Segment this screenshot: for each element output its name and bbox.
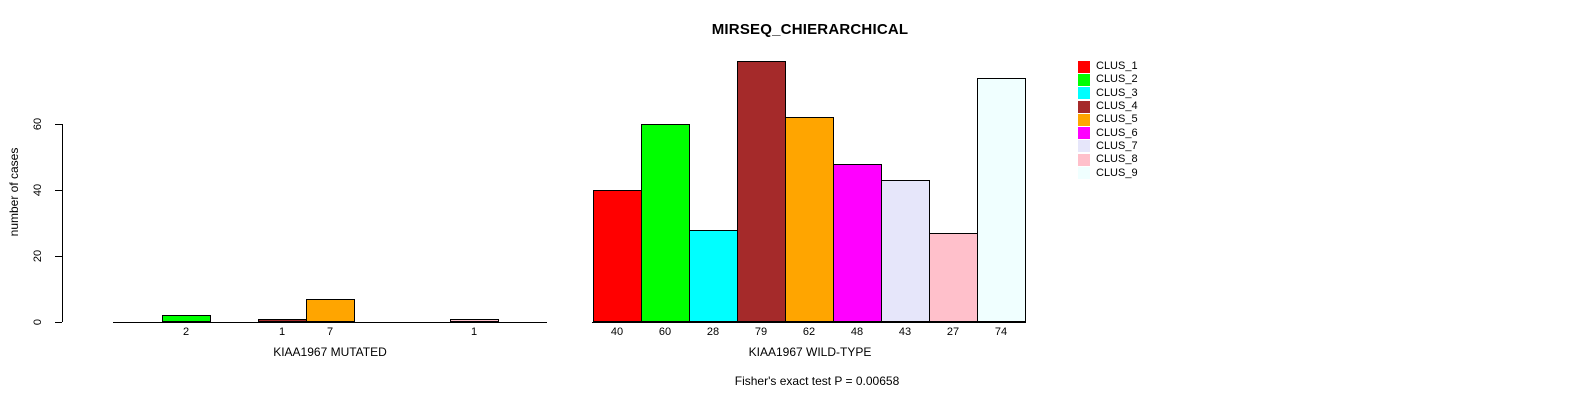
legend-label: CLUS_9 bbox=[1096, 166, 1138, 179]
legend-item: CLUS_8 bbox=[1078, 153, 1138, 166]
legend-label: CLUS_4 bbox=[1096, 100, 1138, 113]
bar-value-label: 28 bbox=[706, 326, 720, 338]
legend-swatch-clus_7 bbox=[1078, 140, 1090, 153]
legend-swatch-clus_1 bbox=[1078, 60, 1090, 73]
legend-item: CLUS_7 bbox=[1078, 140, 1138, 153]
chart-title: MIRSEQ_CHIERARCHICAL bbox=[711, 21, 909, 38]
legend-label: CLUS_2 bbox=[1096, 73, 1138, 86]
legend-label: CLUS_5 bbox=[1096, 113, 1138, 126]
bar-clus_6 bbox=[833, 164, 882, 322]
y-axis-tick bbox=[55, 322, 62, 323]
bar-clus_7 bbox=[881, 180, 930, 322]
legend-label: CLUS_3 bbox=[1096, 86, 1138, 99]
bar-value-label: 74 bbox=[994, 326, 1008, 338]
bar-value-label: 2 bbox=[182, 326, 190, 338]
bar-clus_2 bbox=[162, 315, 211, 322]
bar-value-label: 43 bbox=[898, 326, 912, 338]
legend-label: CLUS_6 bbox=[1096, 126, 1138, 139]
legend-label: CLUS_7 bbox=[1096, 139, 1138, 152]
legend-label: CLUS_8 bbox=[1096, 153, 1138, 166]
bar-clus_8 bbox=[929, 233, 978, 322]
y-axis-tick bbox=[55, 190, 62, 191]
bar-value-label: 60 bbox=[658, 326, 672, 338]
legend-item: CLUS_9 bbox=[1078, 166, 1138, 180]
x-axis-baseline bbox=[113, 322, 547, 323]
legend-swatch-clus_4 bbox=[1078, 100, 1090, 113]
legend-item: CLUS_1 bbox=[1078, 60, 1138, 73]
bar-value-label: 62 bbox=[802, 326, 816, 338]
y-axis-tick-label: 20 bbox=[32, 249, 44, 263]
legend-swatch-clus_9 bbox=[1078, 167, 1090, 180]
bar-value-label: 27 bbox=[946, 326, 960, 338]
legend: CLUS_1 CLUS_2 CLUS_3 CLUS_4 CLUS_5 CLUS_6 CLUS… bbox=[1078, 60, 1138, 180]
x-axis-label-wild-type: KIAA1967 WILD-TYPE bbox=[748, 345, 872, 359]
bar-clus_4 bbox=[737, 61, 786, 322]
bar-value-label: 1 bbox=[470, 326, 478, 338]
bar-value-label: 48 bbox=[850, 326, 864, 338]
bar-value-label: 40 bbox=[610, 326, 624, 338]
legend-item: CLUS_3 bbox=[1078, 87, 1138, 100]
bar-clus_3 bbox=[689, 230, 738, 322]
bar-value-label: 79 bbox=[754, 326, 768, 338]
legend-item: CLUS_4 bbox=[1078, 100, 1138, 113]
bar-clus_5 bbox=[306, 299, 355, 322]
x-axis-baseline bbox=[592, 322, 1026, 323]
bar-clus_8 bbox=[450, 319, 499, 322]
legend-swatch-clus_3 bbox=[1078, 87, 1090, 100]
bar-clus_1 bbox=[593, 190, 642, 322]
bar-clus_9 bbox=[977, 78, 1026, 322]
bar-clus_2 bbox=[641, 124, 690, 322]
legend-item: CLUS_5 bbox=[1078, 113, 1138, 126]
legend-swatch-clus_2 bbox=[1078, 73, 1090, 86]
y-axis-tick bbox=[55, 124, 62, 125]
legend-item: CLUS_2 bbox=[1078, 73, 1138, 86]
y-axis-tick-label: 40 bbox=[32, 183, 44, 197]
fisher-test-annotation: Fisher's exact test P = 0.00658 bbox=[734, 374, 900, 388]
legend-label: CLUS_1 bbox=[1096, 60, 1138, 73]
x-axis-label-mutated: KIAA1967 MUTATED bbox=[273, 345, 387, 359]
bar-clus_4 bbox=[258, 319, 307, 322]
y-axis-tick-label: 0 bbox=[32, 318, 44, 326]
bar-value-label: 7 bbox=[326, 326, 334, 338]
y-axis-tick bbox=[55, 256, 62, 257]
legend-swatch-clus_5 bbox=[1078, 113, 1090, 126]
legend-item: CLUS_6 bbox=[1078, 126, 1138, 140]
bar-clus_5 bbox=[785, 117, 834, 322]
legend-swatch-clus_6 bbox=[1078, 127, 1090, 140]
legend-swatch-clus_8 bbox=[1078, 153, 1090, 166]
bar-value-label: 1 bbox=[278, 326, 286, 338]
y-axis-line bbox=[62, 124, 63, 322]
y-axis-tick-label: 60 bbox=[32, 117, 44, 131]
y-axis-label: number of cases bbox=[7, 147, 21, 237]
